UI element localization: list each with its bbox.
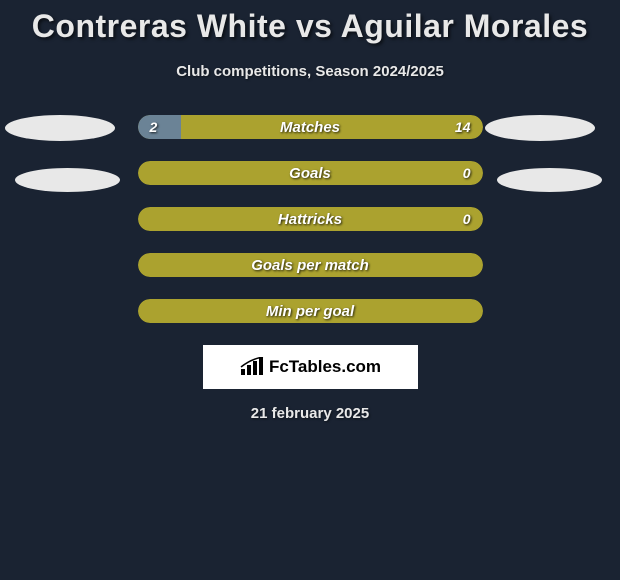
page-title: Contreras White vs Aguilar Morales — [0, 8, 620, 45]
footer-date: 21 february 2025 — [0, 405, 620, 422]
stat-row: Goals per match — [138, 253, 483, 277]
player-right-ellipse-2 — [497, 168, 602, 192]
stats-card: Contreras White vs Aguilar Morales Club … — [0, 0, 620, 422]
stat-row: 0Hattricks — [138, 207, 483, 231]
stat-label: Hattricks — [138, 207, 483, 231]
comparison-rows: 214Matches 0Goals 0Hattricks Goals per matc… — [0, 115, 620, 323]
logo-text: FcTables.com — [269, 357, 381, 377]
page-subtitle: Club competitions, Season 2024/2025 — [0, 63, 620, 80]
stat-row: 0Goals — [138, 161, 483, 185]
player-left-ellipse-1 — [5, 115, 115, 141]
bars-icon — [239, 357, 265, 377]
player-left-ellipse-2 — [15, 168, 120, 192]
logo: FcTables.com — [239, 357, 381, 377]
stat-row: Min per goal — [138, 299, 483, 323]
player-right-ellipse-1 — [485, 115, 595, 141]
logo-box: FcTables.com — [203, 345, 418, 389]
stat-label: Min per goal — [138, 299, 483, 323]
stat-label: Goals — [138, 161, 483, 185]
stat-label: Goals per match — [138, 253, 483, 277]
stat-row: 214Matches — [138, 115, 483, 139]
stat-label: Matches — [138, 115, 483, 139]
